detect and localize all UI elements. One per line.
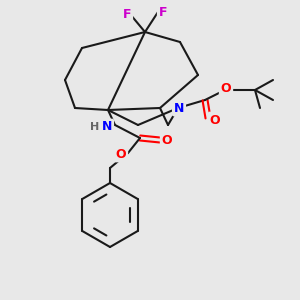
Text: O: O (221, 82, 231, 95)
Text: H: H (90, 122, 100, 132)
Text: O: O (162, 134, 172, 146)
Text: N: N (102, 121, 112, 134)
Text: N: N (174, 101, 184, 115)
Text: F: F (159, 5, 167, 19)
Text: O: O (210, 113, 220, 127)
Text: O: O (116, 148, 126, 160)
Text: F: F (123, 8, 131, 20)
